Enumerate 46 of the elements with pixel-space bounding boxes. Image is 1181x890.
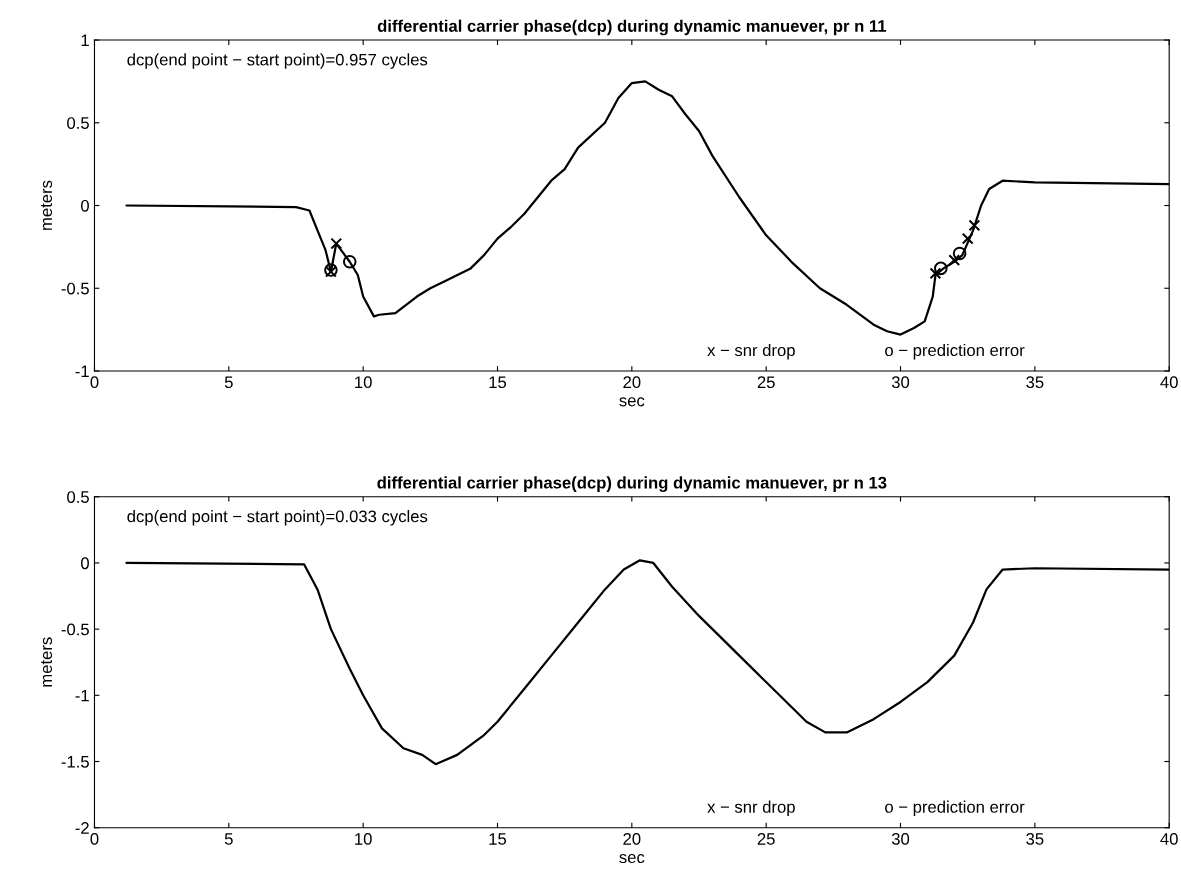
chart-title: differential carrier phase(dcp) during dynamic manuever, pr n 13 — [377, 476, 887, 492]
y-tick-label: -1.5 — [61, 756, 89, 768]
y-tick-label: -1 — [75, 365, 89, 378]
x-tick-label: 25 — [757, 833, 775, 845]
y-tick-label: -0.5 — [61, 282, 89, 295]
x-tick-label: 0 — [90, 833, 99, 845]
point — [929, 267, 942, 280]
x-axis-title: sec — [619, 853, 645, 864]
y-axis-title: meters — [41, 180, 53, 230]
annotation: dcp(end point − start point)=0.957 cycles — [127, 53, 428, 69]
annotation: o − prediction error — [885, 343, 1025, 360]
x-tick-label: 30 — [891, 376, 910, 389]
y-tick-label: 1 — [81, 34, 89, 47]
x-tick-label: 35 — [1026, 833, 1044, 845]
x-tick-label: 5 — [224, 833, 233, 845]
x-tick-label: 35 — [1026, 376, 1044, 389]
x-tick-label: 0 — [90, 376, 99, 389]
y-tick-label: -0.5 — [61, 623, 89, 636]
point — [961, 232, 974, 245]
y-tick-label: -2 — [75, 822, 89, 834]
y-tick-label: 0 — [81, 199, 89, 212]
x-tick-label: 10 — [355, 833, 372, 845]
x-tick-label: 40 — [1160, 376, 1178, 389]
annotation: o − prediction error — [885, 800, 1025, 817]
x-tick-label: 10 — [355, 376, 372, 389]
x-tick-label: 15 — [489, 376, 507, 389]
y-tick-label: 0.5 — [67, 117, 89, 129]
x-axis-title: sec — [619, 397, 645, 407]
chart-title: differential carrier phase(dcp) during dynamic manuever, pr n 11 — [377, 19, 887, 36]
annotation: dcp(end point − start point)=0.033 cycles — [127, 509, 428, 526]
y-tick-label: -1 — [75, 689, 89, 702]
x-tick-label: 20 — [623, 376, 641, 389]
y-tick-label: 0 — [81, 557, 89, 570]
x-tick-label: 5 — [224, 376, 233, 389]
y-axis-title: meters — [41, 637, 53, 687]
x-tick-label: 30 — [891, 833, 910, 845]
x-tick-label: 15 — [489, 833, 507, 845]
annotation: x − snr drop — [707, 343, 795, 360]
x-tick-label: 40 — [1160, 833, 1178, 845]
x-tick-label: 20 — [623, 833, 641, 845]
point — [948, 254, 961, 267]
point — [968, 219, 981, 232]
point — [330, 237, 343, 250]
annotation: x − snr drop — [707, 800, 795, 817]
x-tick-label: 25 — [757, 376, 775, 389]
y-tick-label: 0.5 — [67, 491, 89, 503]
